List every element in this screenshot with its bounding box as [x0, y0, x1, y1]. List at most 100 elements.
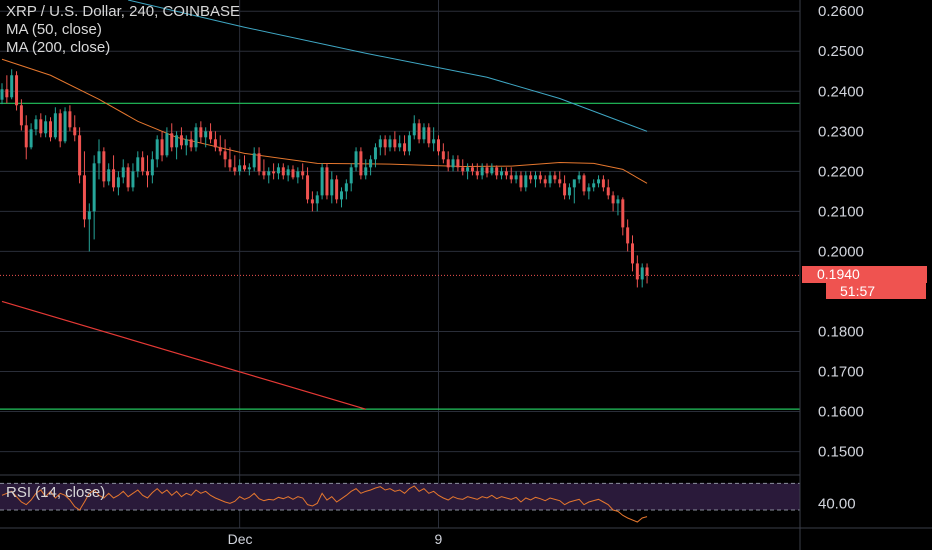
candle: [204, 127, 208, 148]
candle-body: [495, 167, 499, 176]
candle-body: [388, 139, 392, 148]
candle: [635, 255, 639, 288]
candle: [495, 165, 499, 180]
candle: [325, 163, 329, 200]
candle-body: [349, 167, 353, 184]
candle: [228, 147, 232, 172]
moving-averages: [1, 0, 648, 184]
candle: [0, 83, 4, 105]
candle-body: [325, 167, 329, 196]
candle: [534, 171, 537, 188]
candle: [592, 179, 596, 192]
candle-body: [247, 167, 251, 170]
candle: [509, 167, 513, 184]
y-tick-label: 0.2100: [818, 203, 864, 220]
candle: [24, 115, 28, 160]
candle: [44, 115, 48, 138]
candle: [102, 147, 106, 188]
candle-body: [267, 171, 271, 176]
candle-body: [68, 111, 72, 128]
candle-body: [475, 171, 479, 176]
candle-body: [286, 169, 290, 176]
candle-body: [320, 167, 324, 196]
candle-body: [597, 179, 601, 184]
candle-body: [504, 171, 508, 176]
candle-body: [238, 165, 242, 172]
candle: [461, 159, 465, 176]
candle: [417, 119, 421, 144]
candle: [68, 105, 72, 132]
candle-body: [529, 175, 533, 180]
candle-body: [136, 157, 140, 172]
candle-body: [204, 131, 208, 138]
candle: [10, 69, 14, 100]
candle: [645, 263, 649, 284]
candle-body: [383, 139, 387, 148]
candle: [601, 175, 605, 192]
candle-body: [49, 121, 52, 138]
y-tick-label: 0.2600: [818, 3, 864, 20]
candle: [281, 163, 285, 180]
candle-body: [194, 127, 198, 148]
candle: [446, 151, 450, 172]
candle-body: [456, 159, 460, 168]
candle-body: [73, 127, 77, 136]
candle-body: [165, 133, 169, 156]
candle: [107, 163, 111, 186]
candle-body: [563, 183, 567, 196]
candle-body: [606, 187, 610, 196]
candle-body: [97, 151, 101, 164]
candle-body: [344, 183, 348, 192]
candle: [126, 163, 130, 192]
candle-body: [243, 165, 246, 170]
candle-body: [567, 187, 571, 196]
candle: [19, 99, 23, 131]
candle-body: [626, 227, 630, 244]
candle-body: [170, 133, 174, 148]
candle-body: [160, 139, 164, 156]
candle: [73, 115, 77, 142]
candle-body: [44, 121, 48, 134]
candle: [233, 155, 237, 176]
candle-body: [558, 179, 562, 184]
candle: [378, 135, 382, 156]
candle: [78, 127, 82, 184]
candle: [543, 175, 547, 188]
candle: [131, 163, 135, 192]
candle: [373, 143, 377, 168]
candle: [466, 163, 470, 180]
horizontal-levels: [0, 102, 800, 410]
candle-body: [296, 171, 300, 178]
candle: [257, 147, 261, 176]
ma50-legend[interactable]: MA (50, close): [6, 21, 102, 38]
candle-body: [635, 263, 639, 280]
rsi-legend[interactable]: RSI (14, close): [6, 484, 106, 501]
candle: [82, 151, 86, 228]
rsi-pane: [0, 482, 800, 523]
candle: [398, 135, 402, 152]
candle: [563, 175, 567, 200]
candle: [587, 183, 591, 200]
candle: [597, 175, 601, 188]
candle-body: [24, 125, 28, 148]
candlestick-series: [0, 69, 649, 288]
ma200-legend[interactable]: MA (200, close): [6, 39, 111, 56]
candle: [349, 163, 353, 192]
y-tick-label: 0.2300: [818, 123, 864, 140]
candle: [276, 163, 280, 180]
candle: [306, 167, 310, 204]
chart-legend: XRP / U.S. Dollar, 240, COINBASE MA (50,…: [6, 3, 240, 57]
candle: [626, 219, 630, 252]
candle: [490, 163, 494, 176]
candle: [567, 183, 571, 200]
symbol-title[interactable]: XRP / U.S. Dollar, 240, COINBASE: [6, 3, 240, 20]
candle-body: [407, 135, 411, 152]
candle-body: [403, 143, 407, 152]
candle-body: [228, 159, 232, 168]
candle-body: [548, 175, 552, 184]
candle: [412, 115, 416, 140]
candle: [621, 197, 625, 236]
candle: [87, 203, 91, 252]
candle-body: [631, 243, 634, 264]
